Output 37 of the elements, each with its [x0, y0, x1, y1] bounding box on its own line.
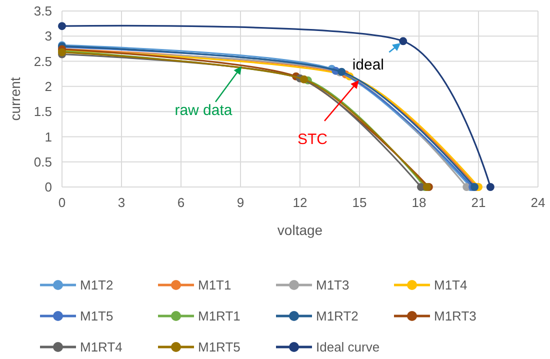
- legend-label: M1T5: [80, 308, 114, 324]
- x-tick-label: 15: [352, 195, 367, 210]
- y-axis-title: current: [7, 77, 23, 121]
- legend-label: M1T1: [198, 278, 232, 293]
- y-tick-label: 2.5: [34, 54, 52, 69]
- legend-label: M1T3: [316, 278, 350, 293]
- legend-label: M1T4: [434, 278, 468, 293]
- annotation: STC: [298, 131, 328, 148]
- y-tick-label: 0: [44, 180, 52, 195]
- y-tick-label: 3.5: [34, 4, 52, 19]
- legend-label: M1T2: [80, 278, 114, 293]
- legend-label: M1RT5: [198, 340, 240, 355]
- x-tick-label: 3: [118, 195, 126, 210]
- x-tick-label: 12: [292, 195, 308, 210]
- x-tick-label: 9: [236, 195, 244, 210]
- point: [486, 183, 494, 191]
- legend-label: M1RT2: [316, 308, 358, 324]
- y-tick-label: 2: [44, 78, 52, 94]
- y-tick-label: 1: [44, 129, 52, 144]
- legend-label: M1RT4: [80, 340, 122, 355]
- point: [300, 75, 308, 84]
- legend-label: Ideal curve: [316, 340, 380, 355]
- point: [58, 22, 66, 30]
- legend-label: M1RT1: [198, 308, 240, 324]
- x-tick-label: 6: [177, 195, 185, 210]
- x-tick-label: 21: [471, 195, 486, 210]
- y-tick-label: 1.5: [34, 104, 52, 120]
- legend-label: M1RT3: [434, 308, 476, 324]
- annotation: ideal: [352, 56, 384, 74]
- y-tick-label: 3: [44, 28, 52, 44]
- y-tick-label: 0.5: [34, 154, 52, 170]
- x-tick-label: 0: [58, 195, 66, 210]
- x-axis-title: voltage: [277, 222, 323, 238]
- x-tick-label: 24: [530, 195, 546, 210]
- point: [399, 37, 408, 46]
- annotation: raw data: [174, 102, 233, 120]
- x-tick-label: 18: [412, 195, 426, 210]
